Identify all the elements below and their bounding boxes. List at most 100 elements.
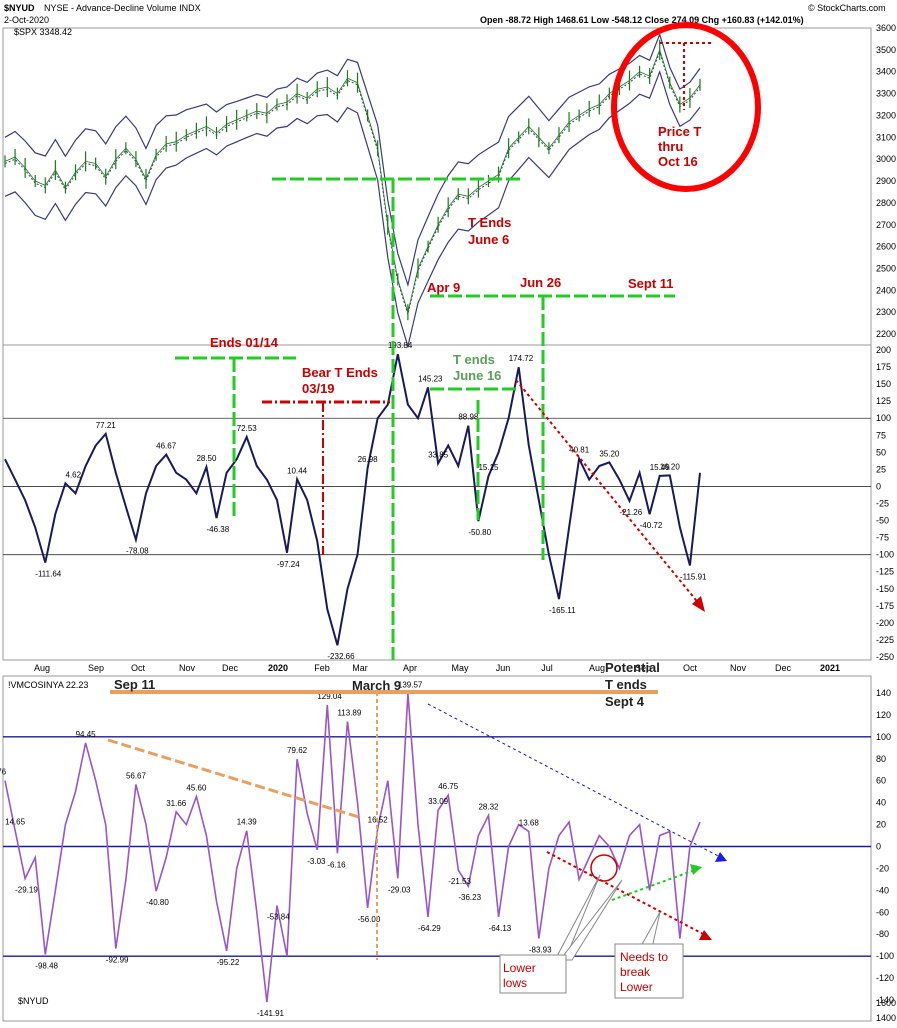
vmco-ytick-120: 120 [876, 710, 891, 720]
nyud-ytick-75: 75 [876, 430, 886, 440]
xtick-Apr: Apr [403, 663, 417, 673]
ann-price-t-3: Oct 16 [658, 154, 698, 169]
spx-ytick-3100: 3100 [876, 132, 896, 142]
vmco-extra-tick-1600: 1600 [876, 998, 896, 1008]
callout-lower-lows-1: Lower [503, 961, 536, 975]
vmco-ytick--140: -140 [876, 995, 894, 1005]
xtick-May: May [451, 663, 469, 673]
ann-blue-arrowhead [715, 852, 727, 862]
xtick-Mar: Mar [352, 663, 368, 673]
vmco-ytick--40: -40 [876, 885, 889, 895]
spx-ytick-2600: 2600 [876, 242, 896, 252]
ann-sep11-bottom: Sep 11 [114, 677, 155, 692]
nyud-ytick-100: 100 [876, 413, 891, 423]
vmco-ytick-140: 140 [876, 688, 891, 698]
nyud-point-label: -97.24 [277, 560, 300, 569]
vmco-ytick-40: 40 [876, 798, 886, 808]
spx-layer [4, 32, 701, 349]
vmco-ytick--60: -60 [876, 907, 889, 917]
vmco-point-label: 46.75 [438, 782, 459, 791]
nyud-point-label: 4.62 [66, 470, 82, 479]
nyud-point-label: 193.84 [388, 341, 413, 350]
vmco-ytick-80: 80 [876, 754, 886, 764]
bottom-symbol: $NYUD [18, 996, 49, 1006]
xtick-Aug: Aug [589, 663, 605, 673]
vmco-point-label: -83.93 [529, 946, 552, 955]
vmco-point-label: -95.22 [217, 958, 240, 967]
nyud-point-label: 72.53 [237, 424, 258, 433]
nyud-line [4, 354, 701, 646]
top-panel-frame [2, 27, 872, 661]
nyud-ytick-150: 150 [876, 379, 891, 389]
callout-lower-lows [499, 954, 567, 994]
spx-ytick-3500: 3500 [876, 45, 896, 55]
overlay-label: $SPX 3348.42 [14, 27, 72, 37]
spx-ytick-3200: 3200 [876, 110, 896, 120]
header-ohlc: Open -88.72 High 1468.61 Low -548.12 Clo… [480, 15, 804, 25]
ann-potential-2: T ends [605, 677, 647, 692]
vmco-point-label: 113.89 [337, 709, 361, 718]
ann-apr9: Apr 9 [427, 280, 460, 295]
vmco-point-label: 139.57 [398, 680, 423, 689]
nyud-point-label: 40.81 [569, 446, 590, 455]
spx-ytick-3400: 3400 [876, 67, 896, 77]
nyud-point-label: -111.64 [35, 570, 61, 579]
vmco-layer [4, 693, 701, 1003]
xtick-Dec: Dec [775, 663, 792, 673]
ann-potential-3: Sept 4 [605, 694, 645, 709]
header-name: NYSE - Advance-Decline Volume INDX [44, 3, 201, 13]
vmco-point-label: -6.16 [327, 860, 346, 869]
nyud-ytick--100: -100 [876, 550, 894, 560]
spx-ytick-2300: 2300 [876, 307, 896, 317]
nyud-ytick--25: -25 [876, 499, 889, 509]
grid-layer [3, 344, 871, 957]
nyud-ytick--225: -225 [876, 635, 894, 645]
callout-lower-lows-2: lows [503, 976, 527, 990]
nyud-point-label: 28.50 [196, 454, 217, 463]
spx-ytick-2400: 2400 [876, 285, 896, 295]
vmco-point-label: 14.65 [5, 817, 26, 826]
xtick-2020: 2020 [268, 663, 288, 673]
xtick-Aug: Aug [34, 663, 50, 673]
vmco-point-label: -98.48 [35, 961, 58, 970]
nyud-point-label: 35.20 [599, 449, 620, 458]
nyud-ytick--75: -75 [876, 533, 889, 543]
nyud-point-label: -21.26 [619, 508, 642, 517]
nyud-ytick-125: 125 [876, 396, 891, 406]
spx-ytick-2700: 2700 [876, 220, 896, 230]
xtick-Nov: Nov [730, 663, 747, 673]
spx-ytick-3600: 3600 [876, 23, 896, 33]
spx-ytick-2200: 2200 [876, 329, 896, 339]
vmco-point-label: 94.45 [76, 730, 97, 739]
vmco-point-label: -64.13 [489, 924, 512, 933]
nyud-point-label: 145.23 [418, 374, 443, 383]
xtick-2021: 2021 [820, 663, 840, 673]
ann-t-ends-2: June 16 [453, 368, 501, 383]
vmco-point-label: 33.09 [428, 797, 449, 806]
vmco-point-label: 129.04 [317, 692, 342, 701]
axis-layer: 3600 3500 3400 3300 3200 3100 3000 2900 2800 2700… [34, 23, 896, 1023]
ann-price-t-2: thru [658, 139, 683, 154]
nyud-ytick-0: 0 [876, 481, 881, 491]
vmco-ytick-60: 60 [876, 776, 886, 786]
callout-needs-2: break [620, 965, 651, 979]
nyud-ytick--150: -150 [876, 584, 894, 594]
vmco-line [4, 693, 701, 1003]
vmco-point-label: 28.32 [478, 802, 499, 811]
spx-line [4, 48, 701, 314]
vmco-point-label: -92.99 [106, 955, 129, 964]
vmco-ytick-20: 20 [876, 820, 886, 830]
nyud-ytick--250: -250 [876, 652, 894, 662]
nyud-point-label: 33.85 [428, 450, 449, 459]
nyud-ytick--50: -50 [876, 516, 889, 526]
vmco-point-label: -36.23 [458, 893, 481, 902]
vmco-point-label: .76 [0, 768, 7, 777]
nyud-point-label: -46.38 [207, 525, 230, 534]
vmco-point-label: 79.62 [287, 746, 308, 755]
ann-bear-t-1: Bear T Ends [302, 365, 378, 380]
ann-red-small-circle [590, 854, 618, 882]
nyud-point-label: 46.67 [156, 442, 177, 451]
ann-arrow-nyud-head [692, 596, 705, 612]
xtick-Jul: Jul [541, 663, 553, 673]
vmco-ytick-0: 0 [876, 842, 881, 852]
